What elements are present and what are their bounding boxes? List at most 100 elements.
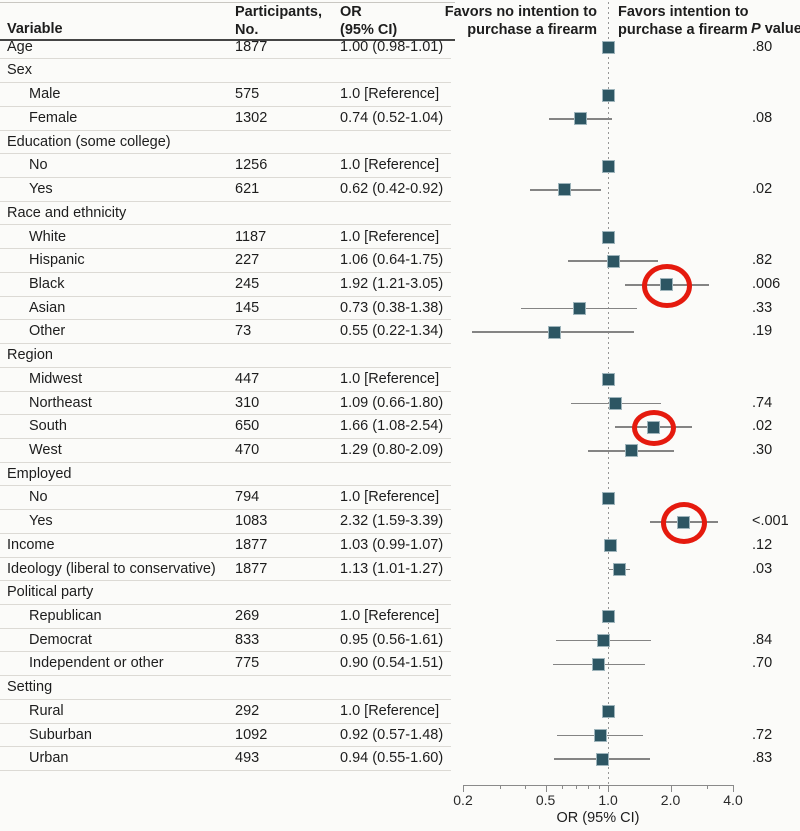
row-label: Urban [29, 750, 69, 767]
participants-value: 447 [235, 370, 260, 387]
table-row: Yes 621 0.62 (0.42-0.92) .02 [0, 178, 800, 202]
table-row: Other 73 0.55 (0.22-1.34) .19 [0, 320, 800, 345]
row-separator [0, 556, 451, 558]
row-separator [0, 343, 451, 345]
row-label: Education (some college) [7, 133, 171, 150]
row-separator [0, 177, 451, 179]
participants-value: 1877 [235, 38, 268, 55]
forest-marker [609, 396, 623, 410]
or-ci-value: 0.55 (0.22-1.34) [340, 323, 444, 340]
forest-marker [547, 325, 561, 339]
or-ci-value: 1.0 [Reference] [340, 228, 440, 245]
p-value: .006 [752, 275, 781, 292]
axis-major-tick [463, 785, 464, 792]
row-label: Setting [7, 679, 53, 696]
row-label: Suburban [29, 726, 92, 743]
or-ci-value: 1.03 (0.99-1.07) [340, 536, 444, 553]
or-ci-value: 2.32 (1.59-3.39) [340, 513, 444, 530]
row-label: Democrat [29, 631, 92, 648]
table-row: Male 575 1.0 [Reference] [0, 83, 800, 107]
row-separator [0, 532, 451, 534]
table-row: Asian 145 0.73 (0.38-1.38) .33 [0, 297, 800, 321]
table-row: West 470 1.29 (0.80-2.09) .30 [0, 439, 800, 463]
participants-value: 1092 [235, 726, 268, 743]
or-ci-value: 1.0 [Reference] [340, 608, 440, 625]
forest-marker [558, 183, 572, 197]
participants-value: 1877 [235, 536, 268, 553]
p-value: .72 [752, 726, 773, 743]
forest-marker [601, 41, 615, 55]
or-ci-value: 0.74 (0.52-1.04) [340, 109, 444, 126]
table-row: Female 1302 0.74 (0.52-1.04) .08 [0, 107, 800, 131]
highlight-circle [641, 263, 692, 308]
row-separator [0, 461, 451, 463]
participants-value: 145 [235, 299, 260, 316]
plot-header-favors-intention: Favors intention to purchase a firearm [618, 4, 749, 38]
axis-tick-label: 2.0 [660, 792, 681, 808]
participants-value: 621 [235, 181, 260, 198]
row-label: Yes [29, 181, 53, 198]
row-label: Sex [7, 62, 32, 79]
row-separator [0, 580, 451, 582]
row-separator [0, 485, 451, 487]
row-label: No [29, 489, 48, 506]
row-separator [0, 248, 451, 250]
forest-marker-reference [601, 705, 615, 719]
row-label: Employed [7, 465, 72, 482]
table-row: Income 1877 1.03 (0.99-1.07) .12 [0, 534, 800, 558]
axis-minor-tick [562, 785, 564, 789]
forest-marker [574, 112, 588, 126]
participants-value: 1877 [235, 560, 268, 577]
axis-minor-tick [587, 785, 589, 789]
participants-value: 575 [235, 86, 260, 103]
row-label: South [29, 418, 67, 435]
or-ci-value: 1.09 (0.66-1.80) [340, 394, 444, 411]
or-ci-value: 1.0 [Reference] [340, 489, 440, 506]
forest-marker [573, 302, 587, 316]
axis-minor-tick [575, 785, 577, 789]
axis-tick-label: 0.5 [535, 792, 556, 808]
or-ci-value: 1.00 (0.98-1.01) [340, 38, 444, 55]
or-ci-value: 0.92 (0.57-1.48) [340, 726, 444, 743]
group-row: Employed [0, 463, 800, 487]
row-separator [0, 129, 451, 131]
row-separator [0, 295, 451, 297]
or-ci-value: 0.62 (0.42-0.92) [340, 181, 444, 198]
group-row: Sex [0, 59, 800, 84]
axis-major-tick [670, 785, 672, 792]
axis-minor-tick [707, 785, 709, 789]
participants-value: 833 [235, 631, 260, 648]
row-label: Race and ethnicity [7, 204, 127, 221]
axis-tick-label: 1.0 [598, 792, 618, 808]
or-ci-value: 1.29 (0.80-2.09) [340, 441, 444, 458]
axis-major-tick [608, 785, 610, 792]
forest-marker [596, 634, 610, 648]
participants-value: 1256 [235, 157, 268, 174]
or-ci-value: 1.13 (1.01-1.27) [340, 560, 444, 577]
highlight-circle [660, 502, 707, 544]
row-separator [0, 437, 451, 439]
forest-marker [624, 444, 638, 458]
row-separator [0, 414, 451, 416]
or-ci-value: 1.06 (0.64-1.75) [340, 252, 444, 269]
forest-marker [604, 539, 618, 553]
table-row: No 794 1.0 [Reference] [0, 486, 800, 511]
participants-value: 245 [235, 275, 260, 292]
participants-value: 73 [235, 323, 252, 340]
table-row: Democrat 833 0.95 (0.56-1.61) .84 [0, 629, 800, 653]
table-row: Republican 269 1.0 [Reference] [0, 605, 800, 629]
table-row: Urban 493 0.94 (0.55-1.60) .83 [0, 747, 800, 772]
table-row: Northeast 310 1.09 (0.66-1.80) .74 [0, 392, 800, 416]
row-separator [0, 698, 451, 700]
highlight-circle [631, 410, 676, 447]
column-header-or-ci: OR (95% CI) [340, 4, 398, 38]
or-ci-value: 1.0 [Reference] [340, 370, 440, 387]
forest-marker-reference [601, 491, 615, 505]
row-label: Northeast [29, 394, 92, 411]
forest-marker-reference [601, 610, 615, 624]
group-row: Race and ethnicity [0, 202, 800, 226]
row-separator [0, 200, 451, 202]
p-value: .12 [752, 536, 773, 553]
row-label: Asian [29, 299, 66, 316]
table-row: Suburban 1092 0.92 (0.57-1.48) .72 [0, 724, 800, 748]
